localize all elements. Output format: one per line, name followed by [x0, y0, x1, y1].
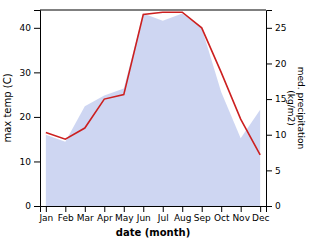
- tick-label: Jun: [136, 213, 151, 223]
- tick-label: 5: [275, 166, 281, 176]
- y-axis-title: max temp (C): [2, 73, 13, 142]
- plot: Jan FebMarAprMayJun Jul AugSepOctNovDec 0 10 2…: [20, 10, 287, 223]
- tick-label: Jul: [157, 213, 169, 223]
- tick-label: 0: [275, 201, 281, 211]
- tick-mark: [34, 28, 40, 29]
- tick-mark: [266, 170, 272, 171]
- tick-label: 40: [20, 23, 32, 33]
- tick: Apr: [97, 206, 113, 223]
- tick: 10: [266, 130, 287, 140]
- tick-mark: [266, 28, 272, 29]
- axis-line: [267, 11, 273, 207]
- y2-axis-title: med. precipitation(kg/m2): [286, 67, 306, 149]
- tick-label: 25: [275, 23, 286, 33]
- tick: Dec: [252, 206, 269, 223]
- line: [46, 12, 260, 155]
- tick-label: Apr: [97, 213, 113, 223]
- tick: Aug: [174, 206, 192, 223]
- tick-label: Sep: [194, 213, 211, 223]
- tick-mark: [34, 161, 40, 162]
- axis-line: [41, 207, 267, 213]
- tick: 10: [20, 157, 40, 167]
- tick: 0: [25, 201, 40, 211]
- tick: Jun: [136, 206, 151, 223]
- tick-mark: [266, 135, 272, 136]
- tick-mark: [143, 206, 144, 212]
- tick: 5: [266, 166, 281, 176]
- tick: Nov: [232, 206, 250, 223]
- area: [46, 14, 260, 206]
- frame: [40, 10, 266, 11]
- tick: 15: [266, 94, 286, 104]
- tick: Sep: [194, 206, 211, 223]
- tick-label: Nov: [232, 213, 250, 223]
- tick: 20: [266, 59, 287, 69]
- tick-mark: [241, 206, 242, 212]
- tick-label: 10: [20, 157, 32, 167]
- tick-label: 20: [275, 59, 287, 69]
- tick-label: Aug: [174, 213, 192, 223]
- tick: Oct: [214, 206, 230, 223]
- y-axis: 0 10 20 30 40: [20, 11, 41, 212]
- tick-label: Dec: [252, 213, 269, 223]
- tick: 0: [266, 201, 281, 211]
- tick: Mar: [77, 206, 94, 223]
- tick-label: 15: [275, 94, 286, 104]
- tick: 30: [20, 68, 40, 78]
- tick-mark: [182, 206, 183, 212]
- tick-label: Jan: [38, 213, 53, 223]
- tick: Jul: [157, 206, 169, 223]
- tick-mark: [202, 206, 203, 212]
- tick-mark: [65, 206, 66, 212]
- chart: Jan FebMarAprMayJun Jul AugSepOctNovDec 0 10 2…: [0, 0, 318, 242]
- tick: 25: [266, 23, 286, 33]
- tick-label: 0: [25, 201, 31, 211]
- tick-label: Mar: [77, 213, 94, 223]
- tick-mark: [124, 206, 125, 212]
- y2-axis: 0 5 10 15 20 25: [266, 11, 287, 212]
- tick-mark: [34, 206, 40, 207]
- tick-label: Oct: [214, 213, 230, 223]
- x-axis-title: date (month): [116, 227, 190, 238]
- x-axis: Jan FebMarAprMayJun Jul AugSepOctNovDec: [38, 206, 269, 223]
- tick-mark: [260, 206, 261, 212]
- tick-mark: [34, 72, 40, 73]
- tick-label: Feb: [58, 213, 74, 223]
- y2-axis-title-line: med. precipitation: [296, 67, 306, 149]
- tick-mark: [266, 206, 272, 207]
- tick-label: 30: [20, 68, 32, 78]
- tick-mark: [34, 117, 40, 118]
- marks: [46, 12, 260, 206]
- axis-line: [34, 11, 41, 207]
- tick-label: May: [115, 213, 134, 223]
- tick-mark: [266, 63, 272, 64]
- tick: Jan: [38, 206, 53, 223]
- tick: Feb: [58, 206, 74, 223]
- tick-mark: [163, 206, 164, 212]
- tick-label: 10: [275, 130, 287, 140]
- tick-mark: [221, 206, 222, 212]
- tick-mark: [85, 206, 86, 212]
- y2-axis-title-line: (kg/m2): [286, 90, 296, 125]
- tick-mark: [46, 206, 47, 212]
- tick: 20: [20, 112, 40, 122]
- tick-mark: [266, 99, 272, 100]
- tick-label: 20: [20, 112, 32, 122]
- tick-mark: [104, 206, 105, 212]
- tick: May: [115, 206, 134, 223]
- tick: 40: [20, 23, 40, 33]
